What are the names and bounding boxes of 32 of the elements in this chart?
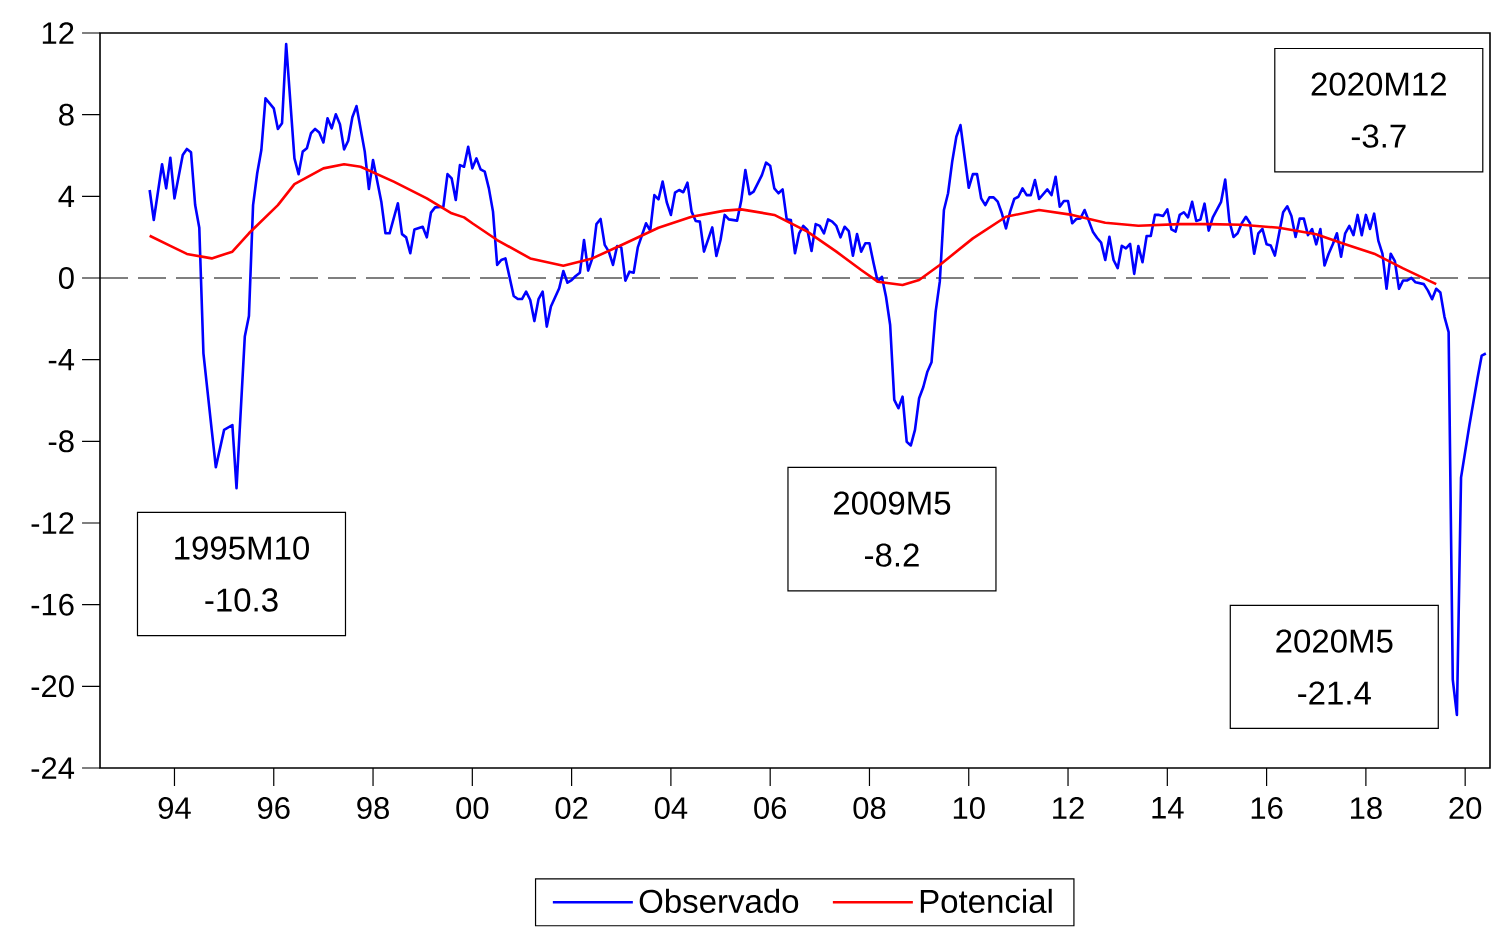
line-series (148, 162, 1438, 287)
y-tick-label: -16 (31, 593, 74, 616)
annotation: 2020M12 -3.7 (1311, 72, 1446, 148)
y-tick-label: 12 (42, 22, 74, 44)
legend-label: Observado (639, 888, 799, 914)
x-tick-label: 94 (158, 797, 191, 820)
x-tick-label: 12 (1053, 797, 1084, 819)
y-tick-label: -8 (48, 430, 74, 453)
x-tick-label: 10 (953, 797, 985, 820)
y-tick-label: -12 (31, 512, 74, 534)
y-tick-label: -20 (31, 675, 74, 698)
annotation: 2009M5 -8.2 (834, 491, 951, 567)
y-tick-label: -24 (31, 757, 75, 779)
x-tick-label: 02 (555, 797, 588, 820)
x-tick-label: 08 (853, 797, 886, 820)
x-tick-label: 98 (357, 797, 389, 820)
y-tick-label: 8 (59, 103, 74, 126)
x-tick-label: 06 (754, 797, 787, 820)
x-tick-label: 00 (456, 797, 489, 820)
x-tick-label: 96 (257, 797, 290, 820)
legend-label: Potencial (920, 888, 1052, 914)
x-tick-label: 18 (1351, 797, 1382, 820)
line-series (148, 42, 1488, 717)
y-tick-label: 0 (58, 267, 74, 289)
y-tick-label: -4 (48, 349, 75, 371)
annotation: 2020M5 -21.4 (1276, 629, 1393, 705)
x-tick-label: 04 (654, 797, 688, 820)
x-tick-label: 14 (1152, 797, 1184, 819)
y-tick-label: 4 (58, 185, 75, 207)
x-tick-label: 20 (1449, 797, 1482, 820)
x-tick-label: 16 (1251, 797, 1283, 820)
annotation: 1995M10 -10.3 (175, 536, 309, 612)
